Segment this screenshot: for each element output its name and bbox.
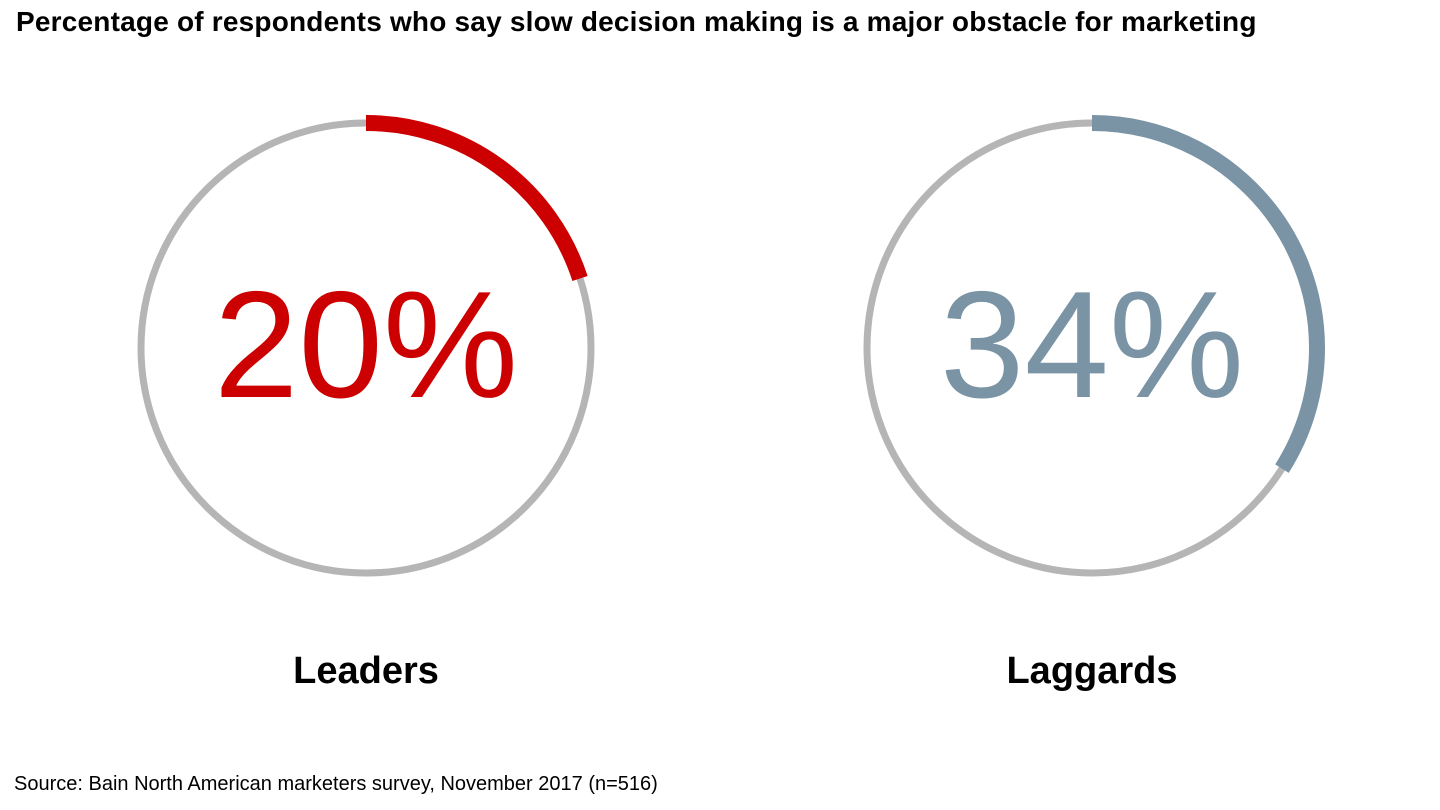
donut-arc-segment [133, 115, 599, 581]
source-note: Source: Bain North American marketers su… [14, 773, 658, 795]
donut-leaders-ring: 20% [126, 108, 606, 588]
donut-arc-segment [859, 115, 1325, 581]
donut-leaders-value: 20% [213, 260, 519, 430]
donut-laggards-svg [859, 115, 1325, 581]
donut-laggards: 34% Laggards [852, 108, 1332, 693]
donut-laggards-value: 34% [939, 260, 1245, 430]
donut-leaders: 20% Leaders [126, 108, 606, 693]
donut-laggards-label: Laggards [1006, 650, 1178, 692]
donut-laggards-ring: 34% [852, 108, 1332, 588]
donut-leaders-svg [133, 115, 599, 581]
donut-leaders-label: Leaders [293, 650, 439, 692]
chart-title: Percentage of respondents who say slow d… [16, 6, 1257, 37]
